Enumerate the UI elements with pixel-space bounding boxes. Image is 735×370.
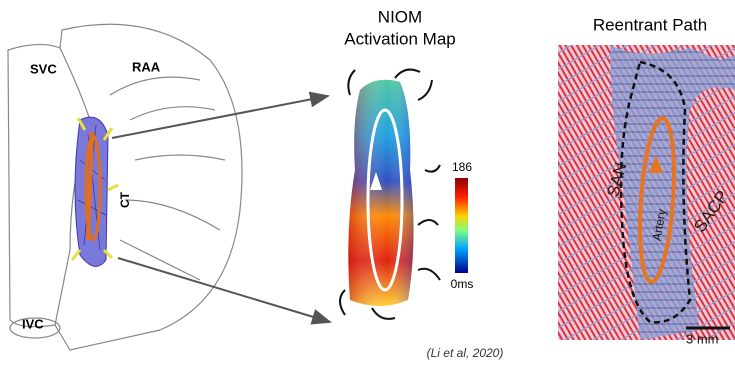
- activation-map: [340, 70, 440, 319]
- histology-title: Reentrant Path: [593, 15, 707, 34]
- scale-max: 186: [452, 160, 472, 174]
- arrow: [118, 258, 330, 322]
- figure: SVC RAA CT IVC NIOM Activation Map 186 0…: [0, 0, 735, 370]
- label-svc: SVC: [30, 61, 57, 76]
- map-title: Activation Map: [344, 29, 456, 48]
- color-scale: [455, 178, 468, 273]
- scale-min: 0ms: [451, 277, 474, 291]
- pacemaker-mesh: [72, 117, 118, 266]
- scale-bar-label: 3 mm: [686, 331, 719, 346]
- citation: (Li et al, 2020): [427, 346, 504, 360]
- arrow: [112, 96, 328, 138]
- label-raa: RAA: [132, 59, 161, 74]
- map-title: NIOM: [378, 7, 422, 26]
- label-ivc: IVC: [22, 316, 44, 331]
- label-ct: CT: [118, 191, 132, 208]
- histology-image: [558, 45, 735, 340]
